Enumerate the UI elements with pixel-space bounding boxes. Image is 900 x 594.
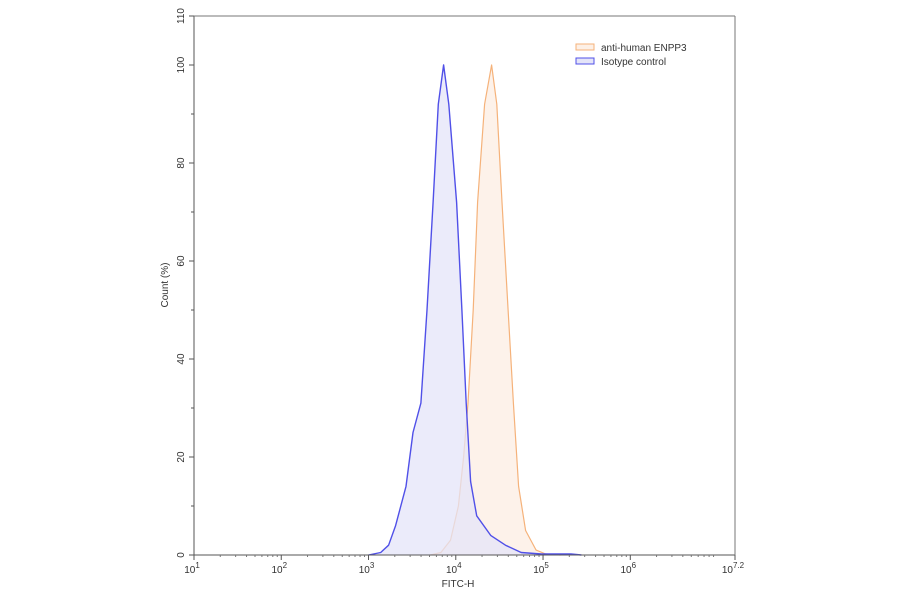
- y-tick-label: 60: [176, 255, 187, 267]
- y-axis-ticks: 0 20 40 60 80 100 110: [176, 8, 194, 558]
- x-tick-label: 107.2: [722, 561, 745, 576]
- legend-swatch-enpp3: [575, 43, 595, 51]
- series-layer: [368, 64, 582, 556]
- series-line-1: [368, 64, 582, 556]
- series-fill-0: [430, 65, 561, 555]
- legend-swatch-isotype: [575, 57, 595, 65]
- axes: [193, 15, 736, 556]
- y-tick-label: 80: [176, 157, 187, 169]
- y-tick-label: 40: [176, 353, 187, 365]
- x-tick-label: 102: [271, 561, 287, 576]
- x-tick-label: 103: [359, 561, 375, 576]
- x-tick-label: 106: [621, 561, 637, 576]
- y-tick-label: 0: [176, 552, 187, 558]
- y-tick-label: 100: [176, 56, 187, 73]
- legend-label-isotype: Isotype control: [601, 57, 666, 68]
- y-tick-label: 20: [176, 451, 187, 463]
- x-tick-label: 101: [184, 561, 200, 576]
- x-axis-title: FITC-H: [442, 579, 475, 590]
- y-tick-label: 110: [176, 8, 187, 24]
- x-tick-label: 104: [446, 561, 462, 576]
- legend-item-isotype: Isotype control: [575, 57, 666, 68]
- legend: anti-human ENPP3 Isotype control: [575, 43, 687, 68]
- x-tick-label: 105: [533, 561, 549, 576]
- legend-item-enpp3: anti-human ENPP3: [575, 43, 687, 54]
- series-fill-1: [368, 65, 582, 555]
- legend-label-enpp3: anti-human ENPP3: [601, 43, 687, 54]
- y-axis-title: Count (%): [160, 262, 171, 307]
- x-axis-ticks: 101 102 103 104 105 106 107.2: [184, 555, 745, 576]
